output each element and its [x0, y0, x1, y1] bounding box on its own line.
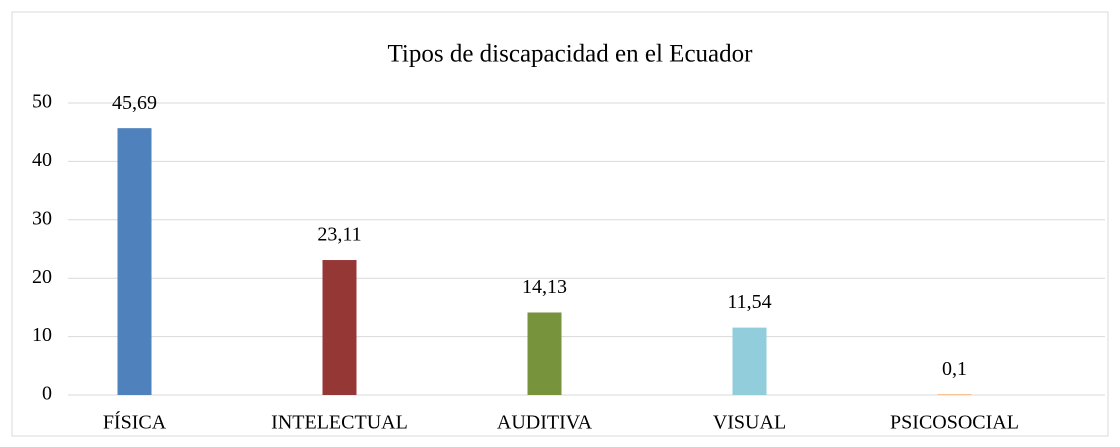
y-tick-label: 40 [32, 149, 52, 171]
x-tick-label: INTELECTUAL [271, 412, 408, 434]
data-label: 14,13 [522, 276, 567, 298]
data-label: 0,1 [942, 358, 967, 380]
bar [117, 128, 152, 395]
y-tick-label: 20 [32, 266, 52, 288]
x-tick-label: AUDITIVA [497, 412, 593, 434]
x-tick-label: PSICOSOCIAL [890, 412, 1019, 434]
y-tick-label: 50 [32, 91, 52, 113]
data-label: 45,69 [112, 92, 157, 114]
bar [527, 312, 562, 395]
y-tick-label: 30 [32, 207, 52, 229]
bar [732, 327, 767, 395]
x-tick-label: FÍSICA [103, 411, 167, 434]
bar [937, 394, 972, 395]
data-label: 23,11 [317, 224, 361, 246]
y-tick-label: 0 [42, 383, 52, 405]
y-tick-label: 10 [32, 324, 52, 346]
bar [322, 260, 357, 395]
chart-title: Tipos de discapacidad en el Ecuador [388, 41, 754, 68]
data-label: 11,54 [727, 291, 771, 313]
x-tick-label: VISUAL [713, 412, 786, 434]
